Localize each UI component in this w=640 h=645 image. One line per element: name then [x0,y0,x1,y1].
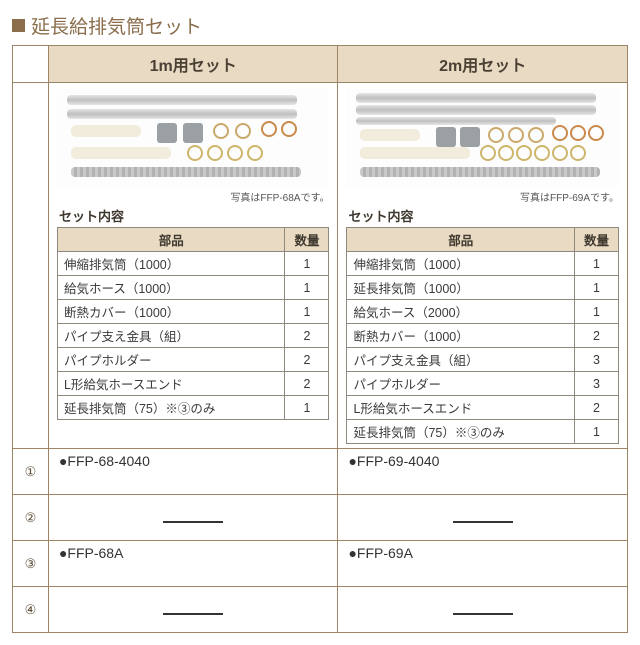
part-qty: 3 [575,372,619,396]
row-index-4: ④ [13,587,49,633]
col-header-1m: 1m用セット [48,46,338,83]
parts-header-qty: 数量 [285,228,329,252]
dash-icon [163,521,223,523]
set-1m-image [57,89,330,187]
part-qty: 2 [575,324,619,348]
image-row-blank [13,83,49,449]
model-4-left [48,587,338,633]
parts-header-name: 部品 [57,228,285,252]
model-4-right [338,587,628,633]
title-marker-icon [12,19,25,32]
part-name: 断熱カバー（1000） [57,300,285,324]
part-name: 延長排気筒（75）※③のみ [347,420,575,444]
part-name: 伸縮排気筒（1000） [347,252,575,276]
part-qty: 1 [285,300,329,324]
part-qty: 2 [285,348,329,372]
photo-note-1m: 写真はFFP-68Aです。 [57,189,330,204]
part-qty: 1 [285,252,329,276]
part-qty: 2 [575,396,619,420]
part-qty: 1 [575,276,619,300]
part-name: 延長排気筒（1000） [347,276,575,300]
section-title: 延長給排気筒セット [12,12,628,39]
part-qty: 1 [285,276,329,300]
set-label-1m: セット内容 [59,206,330,225]
model-3-left: ●FFP-68A [48,541,338,587]
model-2-left [48,495,338,541]
col-header-2m: 2m用セット [338,46,628,83]
set-2m-image [346,89,619,187]
part-name: 給気ホース（1000） [57,276,285,300]
dash-icon [453,613,513,615]
part-qty: 1 [575,420,619,444]
model-1-right: ●FFP-69-4040 [338,449,628,495]
part-name: L形給気ホースエンド [347,396,575,420]
parts-header-name: 部品 [347,228,575,252]
parts-table-2m: 部品 数量 伸縮排気筒（1000）1 延長排気筒（1000）1 給気ホース（20… [346,227,619,444]
part-name: パイプホルダー [57,348,285,372]
photo-note-2m: 写真はFFP-69Aです。 [346,189,619,204]
set-2m-cell: 写真はFFP-69Aです。 セット内容 部品 数量 伸縮排気筒（1000）1 延… [338,83,628,449]
title-text: 延長給排気筒セット [31,12,202,39]
parts-header-qty: 数量 [575,228,619,252]
part-name: 給気ホース（2000） [347,300,575,324]
header-blank [13,46,49,83]
model-2-right [338,495,628,541]
row-index-2: ② [13,495,49,541]
part-qty: 2 [285,372,329,396]
part-name: 断熱カバー（1000） [347,324,575,348]
product-table: 1m用セット 2m用セット [12,45,628,633]
part-qty: 3 [575,348,619,372]
parts-table-1m: 部品 数量 伸縮排気筒（1000）1 給気ホース（1000）1 断熱カバー（10… [57,227,330,420]
model-3-right: ●FFP-69A [338,541,628,587]
part-name: パイプ支え金具（組） [347,348,575,372]
part-name: パイプホルダー [347,372,575,396]
part-qty: 1 [575,252,619,276]
part-qty: 1 [285,396,329,420]
part-name: 伸縮排気筒（1000） [57,252,285,276]
set-1m-cell: 写真はFFP-68Aです。 セット内容 部品 数量 伸縮排気筒（1000）1 給… [48,83,338,449]
row-index-1: ① [13,449,49,495]
set-label-2m: セット内容 [348,206,619,225]
dash-icon [163,613,223,615]
part-name: L形給気ホースエンド [57,372,285,396]
dash-icon [453,521,513,523]
part-name: パイプ支え金具（組） [57,324,285,348]
row-index-3: ③ [13,541,49,587]
model-1-left: ●FFP-68-4040 [48,449,338,495]
part-qty: 2 [285,324,329,348]
part-qty: 1 [575,300,619,324]
part-name: 延長排気筒（75）※③のみ [57,396,285,420]
